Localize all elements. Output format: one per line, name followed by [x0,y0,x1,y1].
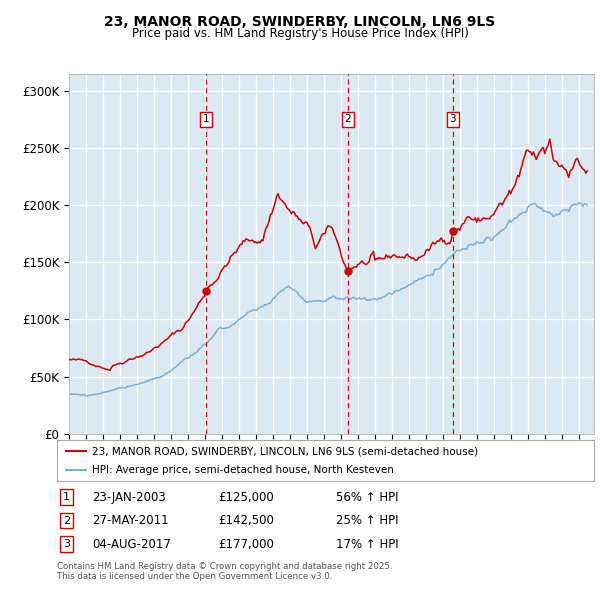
Text: 2: 2 [344,114,351,124]
Text: 2: 2 [63,516,70,526]
Text: £177,000: £177,000 [218,537,274,551]
Text: Price paid vs. HM Land Registry's House Price Index (HPI): Price paid vs. HM Land Registry's House … [131,27,469,40]
Text: 1: 1 [203,114,209,124]
Text: 3: 3 [63,539,70,549]
Text: 56% ↑ HPI: 56% ↑ HPI [336,490,399,504]
Text: 17% ↑ HPI: 17% ↑ HPI [336,537,399,551]
Text: 23-JAN-2003: 23-JAN-2003 [92,490,166,504]
Text: £125,000: £125,000 [218,490,274,504]
Text: 25% ↑ HPI: 25% ↑ HPI [336,514,399,527]
Text: 3: 3 [449,114,456,124]
Text: 1: 1 [63,492,70,502]
Text: Contains HM Land Registry data © Crown copyright and database right 2025.
This d: Contains HM Land Registry data © Crown c… [57,562,392,581]
Text: £142,500: £142,500 [218,514,274,527]
Text: HPI: Average price, semi-detached house, North Kesteven: HPI: Average price, semi-detached house,… [92,465,394,475]
Text: 23, MANOR ROAD, SWINDERBY, LINCOLN, LN6 9LS (semi-detached house): 23, MANOR ROAD, SWINDERBY, LINCOLN, LN6 … [92,446,478,456]
Text: 04-AUG-2017: 04-AUG-2017 [92,537,171,551]
Text: 23, MANOR ROAD, SWINDERBY, LINCOLN, LN6 9LS: 23, MANOR ROAD, SWINDERBY, LINCOLN, LN6 … [104,15,496,29]
Text: 27-MAY-2011: 27-MAY-2011 [92,514,169,527]
